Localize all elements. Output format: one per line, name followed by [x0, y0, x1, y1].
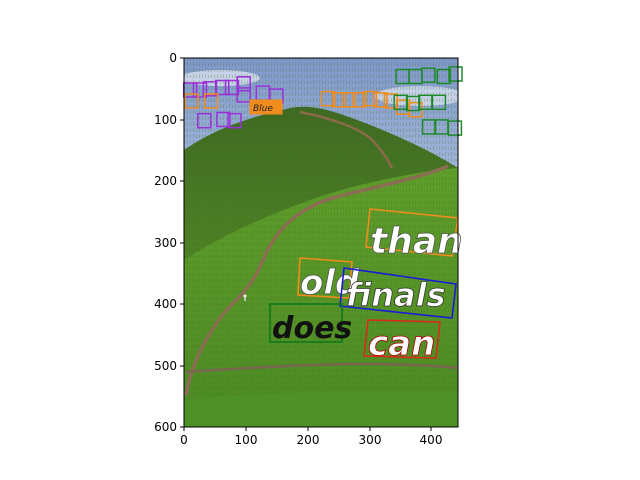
word-box: [365, 208, 459, 257]
word-text: Blue: [253, 104, 273, 114]
y-tick-label: 400: [154, 297, 177, 311]
char-box: [320, 90, 336, 107]
word-text: does: [272, 311, 352, 346]
hiker: [243, 294, 247, 298]
word-finals: finals: [339, 267, 457, 319]
char-box: [331, 92, 347, 108]
char-box: [197, 112, 212, 129]
char-box: [373, 92, 388, 108]
word-blue: Blue: [249, 99, 283, 115]
word-text: than: [370, 221, 463, 262]
char-box: [447, 120, 463, 136]
char-box: [421, 67, 436, 83]
char-box: [421, 119, 437, 135]
char-box: [352, 92, 367, 108]
char-box: [431, 94, 447, 111]
y-tick-label: 600: [154, 420, 177, 434]
word-box: [249, 99, 283, 115]
char-box: [227, 112, 242, 129]
word-box: [339, 267, 457, 319]
char-box: [192, 82, 208, 98]
foreground-grass: [184, 391, 458, 427]
char-box: [341, 92, 357, 108]
char-box: [236, 87, 251, 103]
char-box: [236, 76, 251, 92]
main-trail: [184, 164, 449, 396]
x-tick-label: 200: [297, 433, 320, 447]
char-box: [216, 111, 231, 128]
word-than: than: [365, 208, 463, 262]
y-tick-label: 200: [154, 174, 177, 188]
word-does: does: [269, 303, 352, 346]
word-box: [269, 303, 343, 343]
char-box: [448, 66, 463, 82]
char-box: [214, 79, 230, 96]
word-text: finals: [346, 276, 446, 314]
lower-trail: [185, 362, 458, 374]
x-tick-label: 0: [180, 433, 188, 447]
hiker-body: [244, 297, 246, 301]
word-box: [297, 257, 353, 299]
ridge-trail: [299, 110, 394, 169]
y-axis: 0 100 200 300 400 500 600: [154, 51, 184, 434]
char-box: [203, 93, 219, 109]
word-box: [363, 319, 441, 359]
y-tick-label: 500: [154, 359, 177, 373]
y-tick-label: 300: [154, 236, 177, 250]
x-axis: 0 100 200 300 400: [180, 427, 442, 447]
y-tick-label: 100: [154, 113, 177, 127]
char-box: [184, 93, 199, 109]
word-text: can: [368, 324, 435, 364]
y-tick-label: 0: [169, 51, 177, 65]
x-tick-label: 400: [420, 433, 443, 447]
word-can: can: [363, 319, 441, 364]
x-tick-label: 100: [235, 433, 258, 447]
char-box: [362, 90, 378, 107]
x-tick-label: 300: [359, 433, 382, 447]
char-box: [436, 68, 452, 85]
text-annotations: [182, 66, 463, 136]
